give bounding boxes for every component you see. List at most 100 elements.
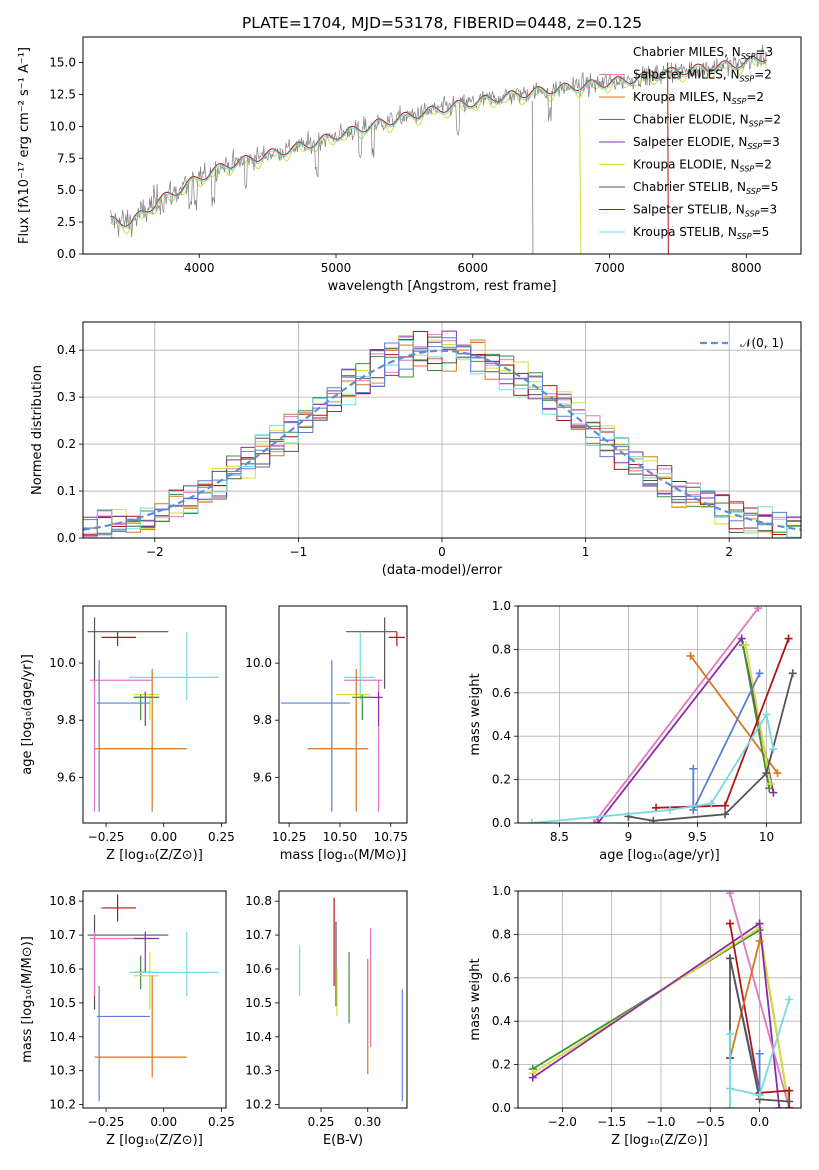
normal-distribution-line: [83, 349, 801, 531]
errorbar-marker: [344, 631, 375, 701]
weight-series-line: [729, 940, 761, 1059]
legend: Chabrier MILES, NSSP=3 Salpeter MILES, NS…: [599, 45, 781, 241]
y-axis-label: mass weight: [468, 673, 483, 755]
x-tick-label: 0.00: [150, 1115, 177, 1129]
y-tick-label: 0.4: [492, 1014, 511, 1028]
plot-area: [87, 617, 220, 812]
weight-point-marker: [689, 764, 698, 773]
x-axis-label: Z [log₁₀(Z/Z⊙)]: [106, 848, 203, 863]
errorbar-marker: [94, 975, 187, 1078]
x-axis-label: wavelength [Angstrom, rest frame]: [328, 279, 557, 294]
model-dropout-line: [578, 88, 582, 254]
weight-point-marker: [762, 710, 771, 719]
weight-point-marker: [755, 1049, 764, 1058]
weight-point-marker: [769, 788, 778, 797]
y-tick-label: 10.8: [245, 894, 272, 908]
axes-frame: [517, 605, 802, 824]
x-tick-label: 8.5: [550, 830, 569, 844]
legend-label: Salpeter STELIB, NSSP=3: [633, 203, 777, 219]
histogram-step-line: [83, 340, 801, 538]
axes-frame: [82, 36, 802, 255]
x-axis-label: age [log₁₀(age/yr)]: [599, 848, 720, 863]
y-tick-label: 15.0: [49, 56, 76, 70]
x-tick-label: 4000: [184, 261, 215, 275]
weight-point-marker: [785, 1097, 794, 1106]
weight-point-marker: [755, 1090, 764, 1099]
errorbar-marker: [129, 931, 220, 997]
plot-area: [298, 897, 403, 1102]
ticks: −0.25 0.00 0.25 9.6 9.8 10.0: [49, 656, 234, 844]
errorbar-marker: [346, 617, 397, 689]
y-tick-label: 9.6: [253, 770, 272, 784]
y-axis-label: Flux [fλ10⁻¹⁷ erg cm⁻² s⁻¹ A⁻¹]: [17, 47, 32, 244]
x-tick-label: 0.30: [354, 1115, 381, 1129]
y-tick-label: 10.3: [49, 1064, 76, 1078]
y-tick-label: 10.6: [245, 962, 272, 976]
legend-label: Kroupa MILES, NSSP=2: [633, 90, 764, 106]
weight-point-marker: [755, 936, 764, 945]
weight-series: [741, 641, 775, 788]
weight-series: [527, 710, 778, 823]
x-tick-label: 10.50: [323, 830, 357, 844]
legend-label: Salpeter ELODIE, NSSP=3: [633, 135, 780, 151]
x-tick-label: 0.25: [308, 1115, 335, 1129]
x-tick-label: 0: [438, 545, 446, 559]
errorbar-marker: [94, 668, 187, 812]
weight-point-marker: [726, 1104, 735, 1108]
y-tick-label: 10.0: [245, 656, 272, 670]
x-tick-label: 6000: [457, 261, 488, 275]
x-tick-label: 10.25: [272, 830, 306, 844]
legend-label: Chabrier ELODIE, NSSP=2: [633, 113, 781, 129]
y-tick-label: 0.8: [492, 927, 511, 941]
legend-label: Chabrier MILES, NSSP=3: [633, 45, 773, 61]
weight-series: [726, 995, 794, 1108]
x-tick-label: 0.0: [750, 1115, 769, 1129]
weight-point-marker: [765, 784, 774, 793]
x-axis-label: Z [log₁₀(Z/Z⊙)]: [106, 1133, 203, 1148]
model-dropout-line: [667, 62, 669, 254]
errorbar-marker: [335, 693, 371, 721]
errorbar-marker: [133, 693, 160, 721]
age-vs-metallicity-panel: −0.25 0.00 0.25 9.6 9.8 10.0 Z [log₁₀(Z/Z⊙)] ag…: [20, 605, 235, 863]
weight-series-line: [729, 958, 790, 1103]
y-tick-label: 10.2: [245, 1098, 272, 1112]
axes-frame: [278, 890, 408, 1109]
y-tick-label: 10.7: [245, 928, 272, 942]
weight-series: [589, 606, 763, 823]
errorbar-marker: [129, 631, 220, 701]
plot-area: [281, 617, 405, 812]
y-axis-label: mass [log₁₀(M/M⊙)]: [20, 936, 35, 1063]
axes-frame: [82, 890, 227, 1109]
x-tick-label: 9.5: [688, 830, 707, 844]
y-tick-label: 10.2: [49, 1098, 76, 1112]
y-tick-label: 10.4: [49, 1030, 76, 1044]
weight-point-marker: [755, 669, 764, 678]
y-tick-label: 0.0: [492, 816, 511, 830]
x-axis-label: E(B-V): [323, 1133, 363, 1148]
y-tick-label: 10.7: [49, 928, 76, 942]
ticks: 0.25 0.30 10.2 10.3 10.4 10.5 10.6 10.7 10.8: [245, 894, 381, 1129]
weight-point-marker: [766, 779, 775, 788]
plot-area: [518, 891, 801, 1108]
plot-area: [518, 606, 801, 823]
x-tick-label: 10: [759, 830, 774, 844]
weight-point-marker: [686, 651, 695, 660]
weight-series-line: [729, 892, 791, 1108]
legend-label: 𝒩(0, 1): [740, 336, 784, 350]
mass-weight-vs-metallicity-panel: −2.0 −1.5 −1.0 −0.5 0.0 0.0 0.2 0.4 0.6 0.8 1.0 Z […: [468, 884, 802, 1148]
errorbar-marker: [281, 660, 351, 812]
axes-frame: [278, 605, 408, 824]
axes-frame: [517, 890, 802, 1109]
x-tick-label: −2.0: [548, 1115, 577, 1129]
y-tick-label: 0.6: [492, 971, 511, 985]
residuals-histogram-panel: −2 −1 0 1 2 0.0 0.1 0.2 0.3 0.4 (data-model)/error…: [30, 321, 802, 578]
errorbar-marker: [89, 679, 153, 812]
weight-point-marker: [755, 919, 764, 928]
weight-series: [652, 634, 793, 812]
y-tick-label: 9.8: [57, 713, 76, 727]
weight-series-line: [744, 644, 772, 785]
y-tick-label: 2.5: [57, 215, 76, 229]
ticks: −2 −1 0 1 2 0.0 0.1 0.2 0.3 0.4: [57, 343, 733, 559]
weight-point-marker: [589, 819, 598, 823]
